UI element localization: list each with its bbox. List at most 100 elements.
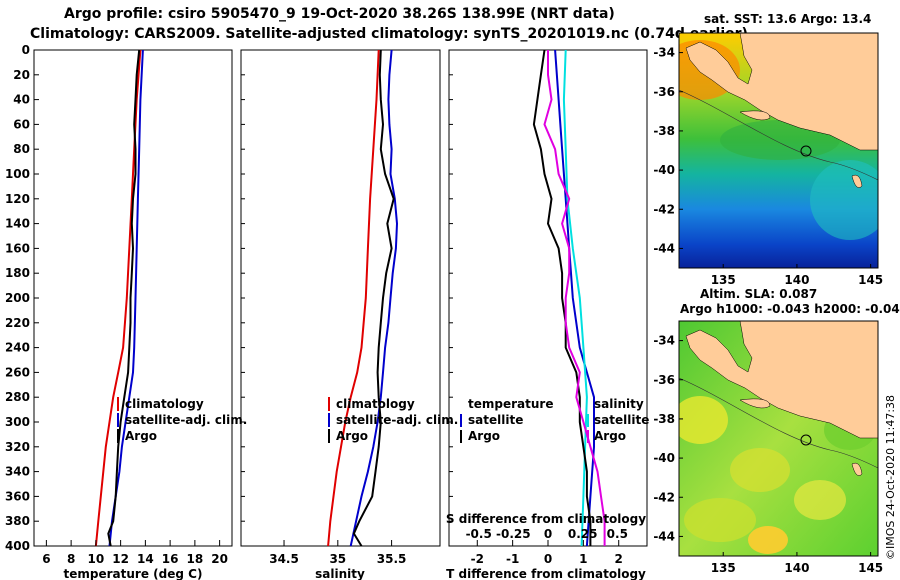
series-line-t-argo xyxy=(532,49,592,546)
series-line-t-satellite xyxy=(554,49,595,547)
y-tick-label: 160 xyxy=(5,241,30,255)
top-tick-label: -0.5 xyxy=(466,527,492,541)
sla-map: -34 -36 -38 -40 -42 -44 135 140 145 xyxy=(653,320,883,575)
series-line-argo xyxy=(107,49,141,547)
x-tick-label: 34.5 xyxy=(269,552,299,566)
x-tick-label: 8 xyxy=(67,552,75,566)
legend-climatology: climatology xyxy=(125,397,204,411)
lat-tick-label: -40 xyxy=(653,163,675,177)
y-tick-label: 320 xyxy=(5,440,30,454)
y-tick-label: 80 xyxy=(13,142,30,156)
legend-temperature: temperature xyxy=(468,397,553,411)
y-tick-label: 280 xyxy=(5,390,30,404)
difference-panel: -2 -1 0 1 2 -0.5 -0.25 0 0.25 0.5 T difference f… xyxy=(446,49,649,580)
chart-title-line1: Argo profile: csiro 5905470_9 19-Oct-202… xyxy=(64,6,615,22)
sst-map-title: sat. SST: 13.6 Argo: 13.4 xyxy=(704,12,872,26)
y-tick-label: 380 xyxy=(5,514,30,528)
salinity-legend: climatology satellite-adj. clim. Argo xyxy=(328,397,458,443)
salinity-panel: 34.5 35 35.5 salinity climatology satellit… xyxy=(240,49,458,580)
legend-argo: Argo xyxy=(336,429,368,443)
y-tick-label: 120 xyxy=(5,192,30,206)
x-tick-label: 2 xyxy=(615,552,623,566)
series-line-climatology xyxy=(327,49,380,547)
legend-t-argo: Argo xyxy=(468,429,500,443)
lat-tick-label: -36 xyxy=(653,373,675,387)
y-tick-label: 40 xyxy=(13,93,30,107)
series-line-climatology xyxy=(94,49,142,547)
y-tick-label: 60 xyxy=(13,117,30,131)
y-tick-label: 340 xyxy=(5,465,30,479)
lat-tick-label: -34 xyxy=(653,46,675,60)
y-tick-label: 220 xyxy=(5,316,30,330)
legend-salinity: salinity xyxy=(594,397,644,411)
sst-map: -34 -36 -38 -40 -42 -44 135 140 145 xyxy=(653,32,883,287)
x-tick-label: 12 xyxy=(112,552,129,566)
temperature-legend: climatology satellite-adj. clim. Argo xyxy=(117,397,247,443)
lat-tick-label: -44 xyxy=(653,241,675,255)
x-tick-label: 16 xyxy=(162,552,179,566)
y-tick-label: 20 xyxy=(13,68,30,82)
y-tick-label: 100 xyxy=(5,167,30,181)
lat-tick-label: -36 xyxy=(653,85,675,99)
series-line-s-argo xyxy=(543,50,606,546)
lat-tick-label: -38 xyxy=(653,412,675,426)
difference-legend: temperature satellite Argo salinity sate… xyxy=(460,397,649,443)
legend-t-satellite: satellite xyxy=(468,413,523,427)
legend-satellite-adj: satellite-adj. clim. xyxy=(336,413,458,427)
x-tick-label: 35.5 xyxy=(377,552,407,566)
difference-xlabel: T difference from climatology xyxy=(446,567,646,580)
salinity-xlabel: salinity xyxy=(315,567,365,580)
y-tick-label: 260 xyxy=(5,365,30,379)
lat-tick-label: -34 xyxy=(653,334,675,348)
lon-tick-label: 145 xyxy=(858,273,883,287)
x-tick-label: 14 xyxy=(137,552,154,566)
profile-location-marker xyxy=(800,145,812,157)
x-tick-label: 0 xyxy=(544,552,552,566)
series-line-argo xyxy=(352,49,395,547)
y-tick-label: 240 xyxy=(5,341,30,355)
x-tick-label: 20 xyxy=(211,552,228,566)
sla-map-title-line2: Argo h1000: -0.043 h2000: -0.04 xyxy=(680,302,900,316)
lat-tick-label: -38 xyxy=(653,124,675,138)
x-tick-label: 1 xyxy=(579,552,587,566)
lon-tick-label: 145 xyxy=(858,561,883,575)
y-tick-label: 180 xyxy=(5,266,30,280)
y-tick-label: 300 xyxy=(5,415,30,429)
difference-top-xlabel: S difference from climatology xyxy=(446,512,646,526)
y-tick-label: 200 xyxy=(5,291,30,305)
y-tick-label: 400 xyxy=(5,539,30,553)
y-tick-label: 140 xyxy=(5,217,30,231)
x-tick-label: -1 xyxy=(506,552,519,566)
top-tick-label: 0.25 xyxy=(568,527,598,541)
lon-tick-label: 135 xyxy=(711,273,736,287)
legend-satellite-adj: satellite-adj. clim. xyxy=(125,413,247,427)
series-line-s-satellite xyxy=(562,49,588,547)
x-tick-label: 18 xyxy=(187,552,204,566)
temperature-xlabel: temperature (deg C) xyxy=(64,567,203,580)
temperature-panel: 0 20 40 60 80 100 120 140 160 180 200 220 240 260 280 3… xyxy=(5,43,247,580)
profile-location-marker xyxy=(800,434,812,446)
top-tick-label: 0 xyxy=(544,527,552,541)
legend-argo: Argo xyxy=(125,429,157,443)
x-tick-label: -2 xyxy=(471,552,484,566)
lon-tick-label: 140 xyxy=(784,561,809,575)
x-tick-label: 35 xyxy=(329,552,346,566)
lon-tick-label: 140 xyxy=(784,273,809,287)
series-line-satellite-adj-clim- xyxy=(349,49,399,547)
top-tick-label: 0.5 xyxy=(607,527,628,541)
lat-tick-label: -42 xyxy=(653,490,675,504)
sla-map-title-line1: Altim. SLA: 0.087 xyxy=(700,287,818,301)
y-tick-label: 0 xyxy=(22,43,30,57)
y-tick-label: 360 xyxy=(5,489,30,503)
lon-tick-label: 135 xyxy=(711,561,736,575)
chart-title-line2: Climatology: CARS2009. Satellite-adjuste… xyxy=(30,26,748,42)
legend-climatology: climatology xyxy=(336,397,415,411)
lat-tick-label: -40 xyxy=(653,451,675,465)
x-tick-label: 10 xyxy=(88,552,105,566)
top-tick-label: -0.25 xyxy=(496,527,531,541)
legend-s-satellite: satellite xyxy=(594,413,649,427)
credit-text: ©IMOS 24-Oct-2020 11:47:38 xyxy=(884,394,897,560)
x-tick-label: 6 xyxy=(42,552,50,566)
lat-tick-label: -42 xyxy=(653,202,675,216)
